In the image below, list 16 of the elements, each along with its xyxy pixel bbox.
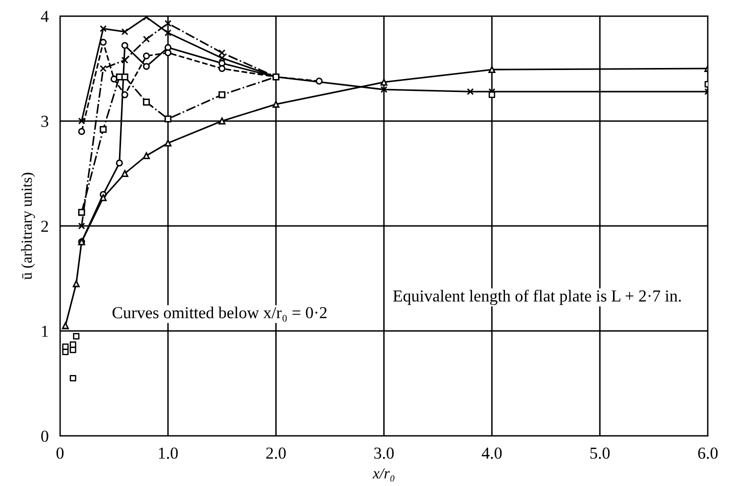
y-tick-label: 4	[40, 10, 49, 22]
x-tick-label: 2.0	[266, 448, 286, 459]
annotation: Equivalent length of flat plate is L + 2·7 in.	[393, 290, 681, 306]
x-tick-label: 1.0	[159, 448, 178, 459]
y-tick-label: 2	[41, 220, 48, 232]
x-tick-label: 6.0	[698, 448, 718, 459]
annotation: Curves omitted below x/r₀ = 0·2	[112, 306, 327, 322]
x-tick-label: 5.0	[590, 448, 610, 459]
y-tick-label: 3	[41, 116, 48, 127]
x-axis-title: x/r₀	[372, 468, 394, 482]
y-axis-title: ū (arbitrary units)	[21, 172, 36, 280]
x-tick-label: 3.0	[374, 448, 394, 459]
y-tick-label: 0	[41, 430, 48, 442]
y-tick-label: 1	[42, 326, 48, 337]
x-tick-label: 4.0	[482, 448, 502, 459]
x-tick-label: 0	[56, 448, 64, 459]
